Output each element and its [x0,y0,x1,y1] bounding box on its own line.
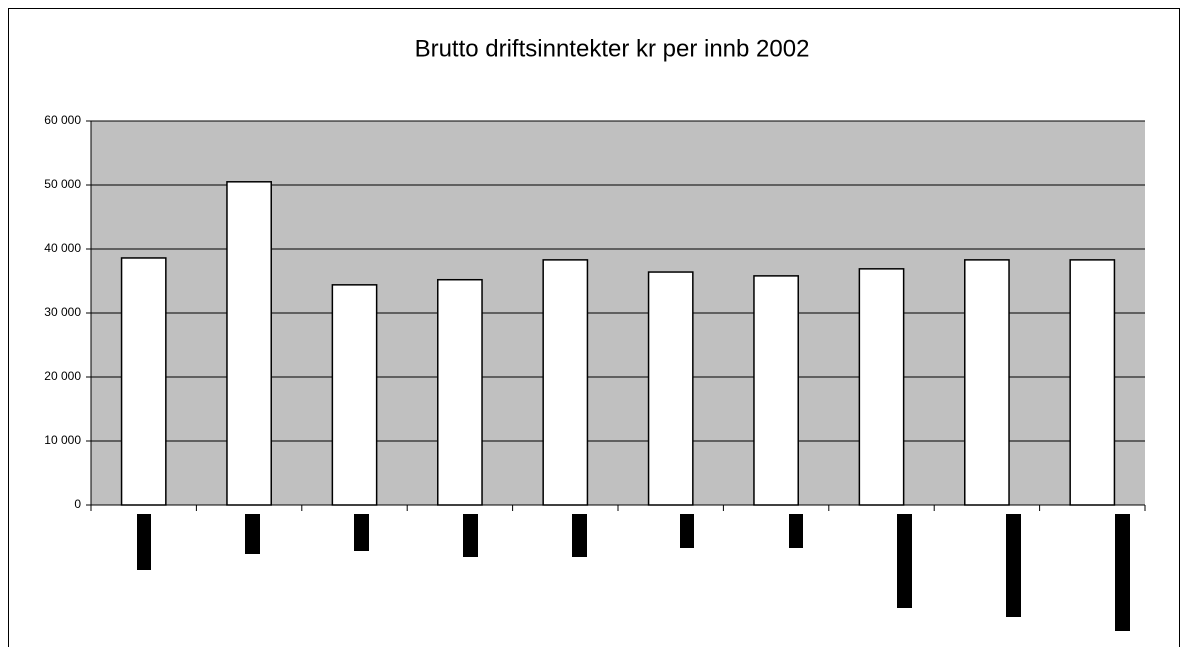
y-tick-label: 40 000 [44,241,81,255]
bar [1069,259,1116,506]
redacted-label [897,514,912,608]
bar [226,181,272,506]
redacted-label [1006,514,1021,617]
redacted-label [789,514,803,548]
y-tick-label: 0 [74,497,81,511]
redacted-label [137,514,151,570]
redacted-label [245,514,260,554]
y-tick-label: 10 000 [44,433,81,447]
redacted-label [1115,514,1130,631]
redacted-label [680,514,694,548]
bar [437,278,483,506]
y-tick-label: 50 000 [44,177,81,191]
redacted-label [572,514,587,557]
bar [120,257,167,506]
bar [331,284,378,506]
y-tick-label: 20 000 [44,369,81,383]
redacted-label [354,514,369,551]
bar [964,259,1010,506]
bar [858,268,905,506]
y-tick-label: 60 000 [44,113,81,127]
redacted-label [463,514,478,557]
bar [542,259,589,506]
chart-title: Brutto driftsinntekter kr per innb 2002 [415,35,810,62]
bar [753,275,799,506]
y-tick-label: 30 000 [44,305,81,319]
redacted-labels [137,514,1130,631]
bar [647,271,694,506]
